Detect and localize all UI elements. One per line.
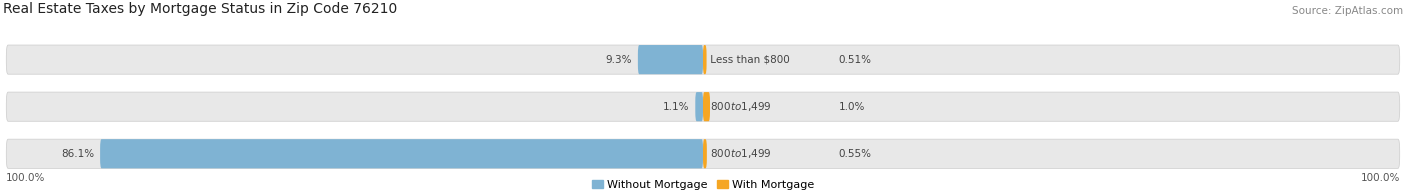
Text: Source: ZipAtlas.com: Source: ZipAtlas.com [1292,6,1403,16]
FancyBboxPatch shape [638,45,703,74]
Text: 0.55%: 0.55% [839,149,872,159]
FancyBboxPatch shape [6,139,1400,168]
Text: $800 to $1,499: $800 to $1,499 [706,100,772,113]
FancyBboxPatch shape [703,92,710,121]
FancyBboxPatch shape [6,92,1400,121]
Text: $800 to $1,499: $800 to $1,499 [706,147,772,160]
Text: Real Estate Taxes by Mortgage Status in Zip Code 76210: Real Estate Taxes by Mortgage Status in … [3,2,396,16]
Text: 9.3%: 9.3% [606,55,633,65]
Text: 100.0%: 100.0% [1361,173,1400,183]
Legend: Without Mortgage, With Mortgage: Without Mortgage, With Mortgage [588,175,818,194]
Text: 1.1%: 1.1% [664,102,690,112]
FancyBboxPatch shape [703,45,707,74]
Text: 1.0%: 1.0% [839,102,865,112]
Text: 86.1%: 86.1% [62,149,94,159]
FancyBboxPatch shape [6,45,1400,74]
FancyBboxPatch shape [696,92,703,121]
Text: Less than $800: Less than $800 [706,55,793,65]
Text: 100.0%: 100.0% [6,173,45,183]
Text: 0.51%: 0.51% [839,55,872,65]
FancyBboxPatch shape [100,139,703,168]
FancyBboxPatch shape [703,139,707,168]
